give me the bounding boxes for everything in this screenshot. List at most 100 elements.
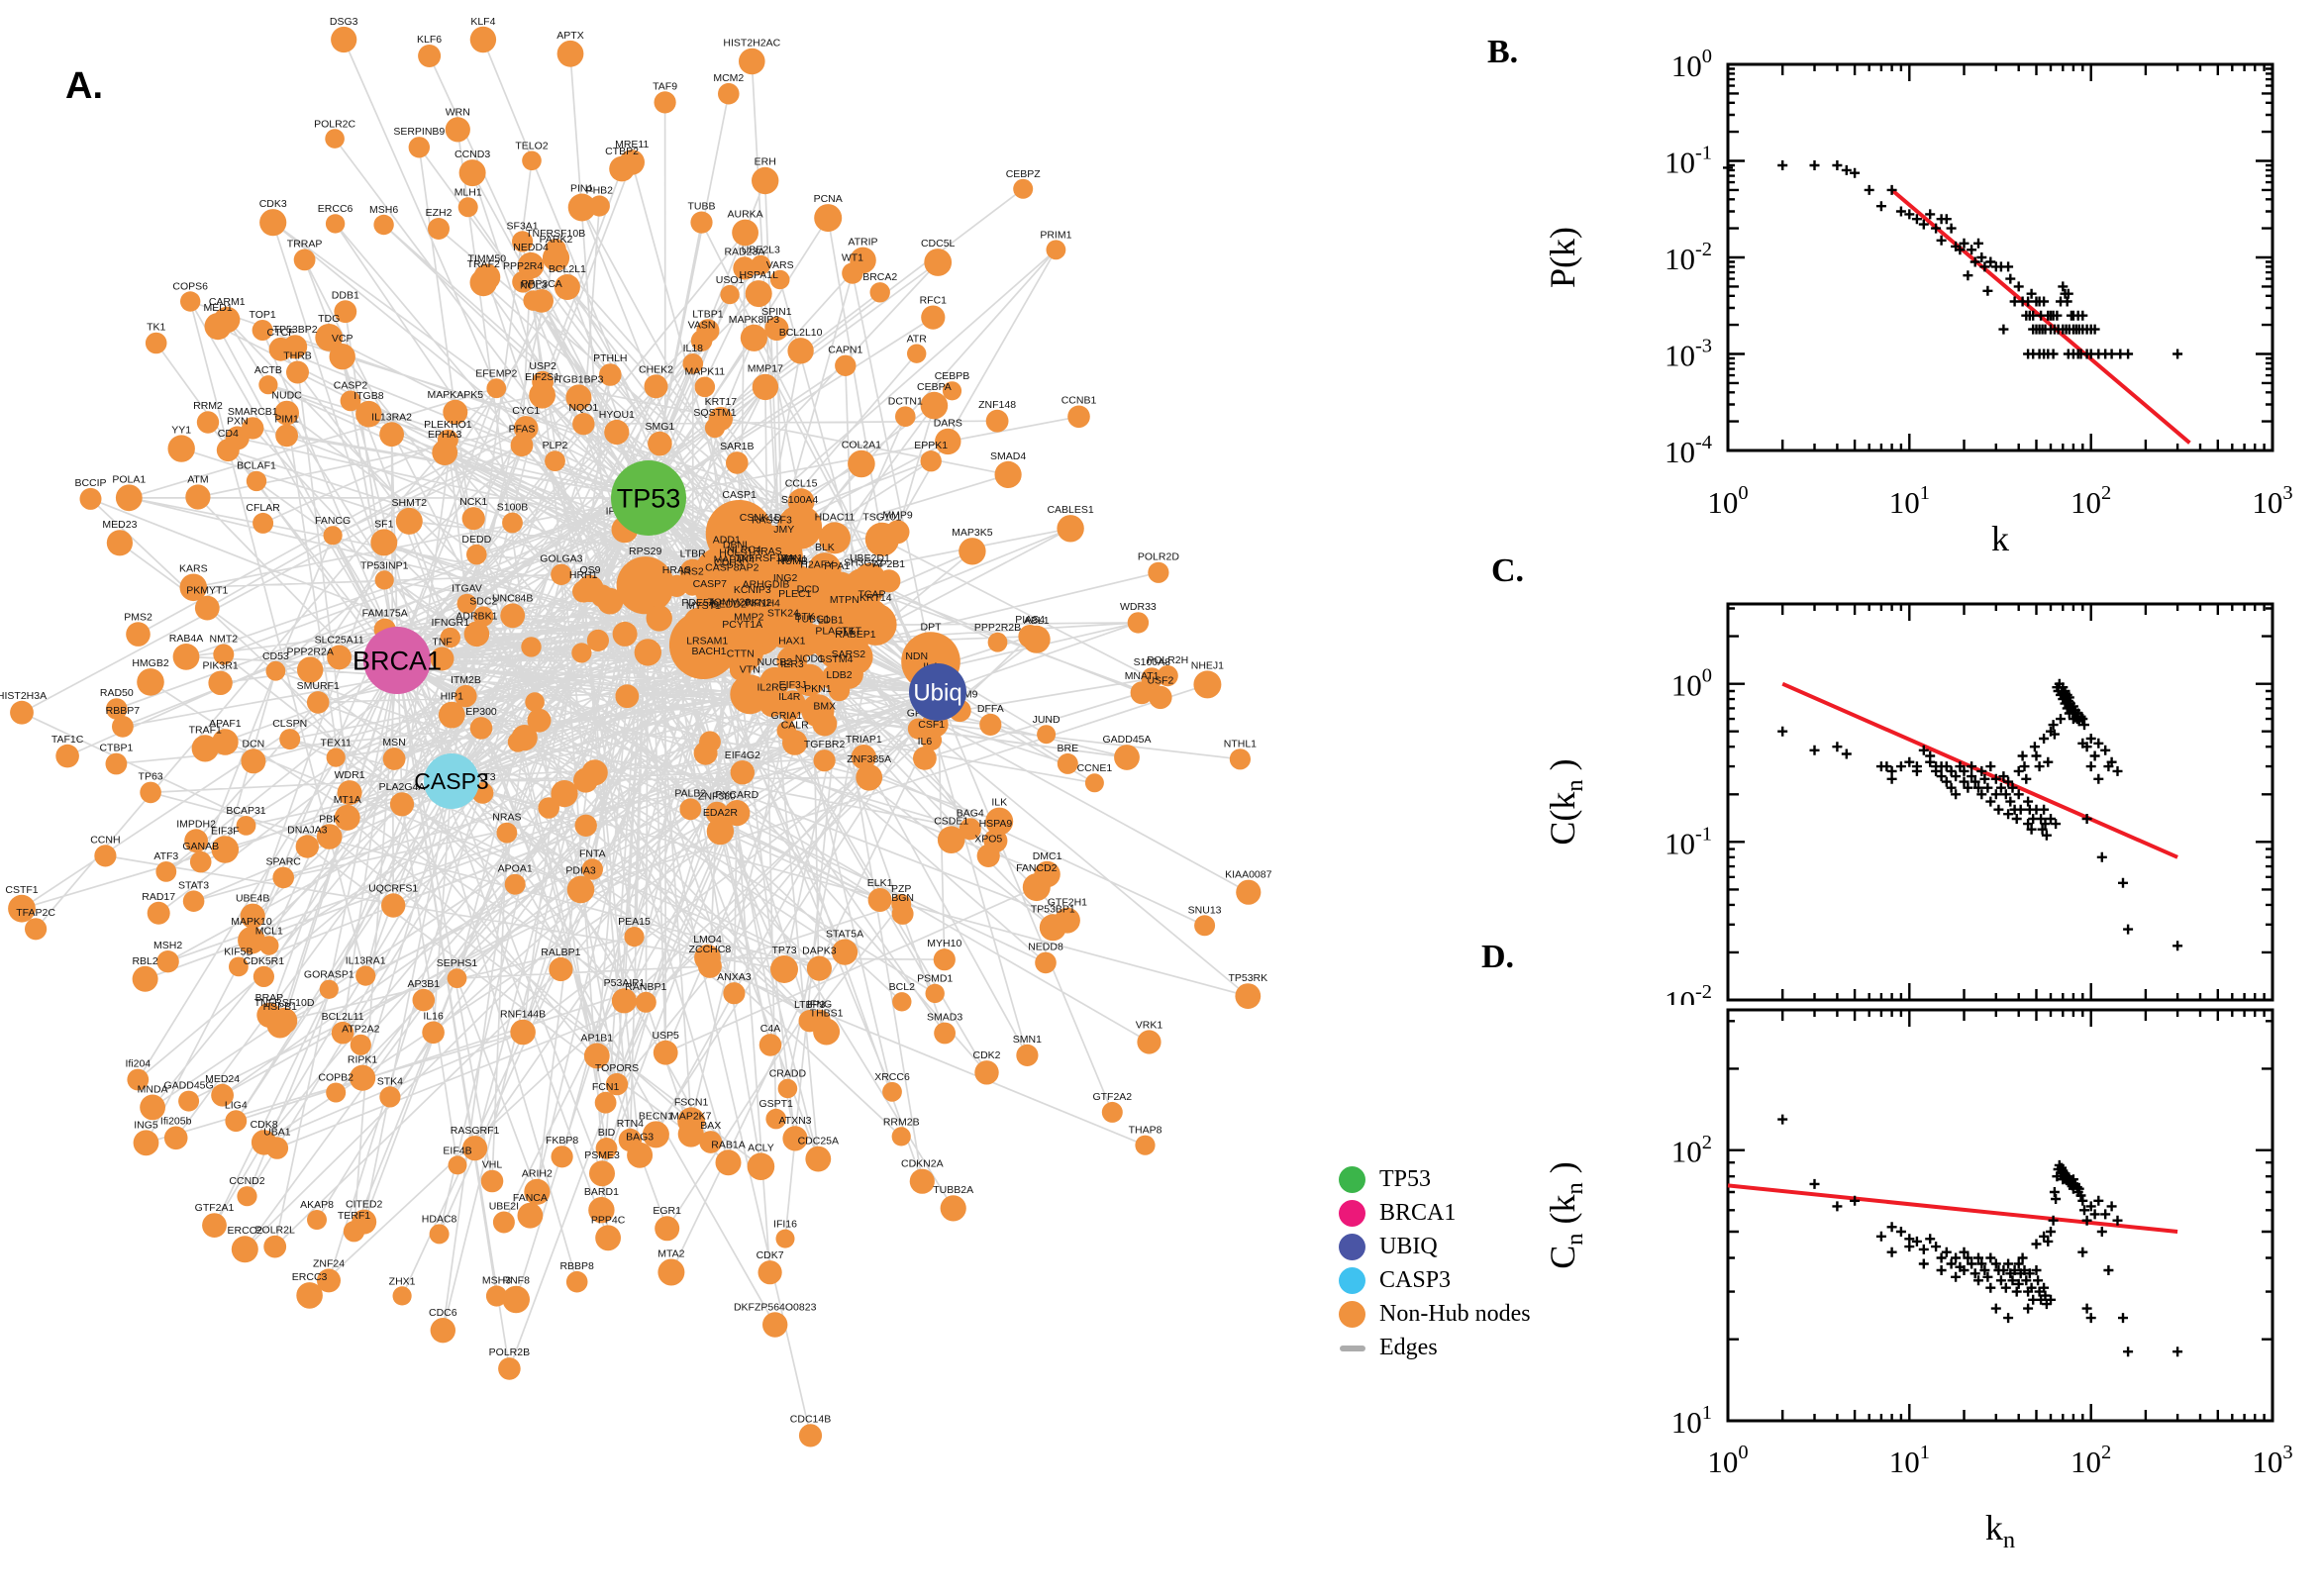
network-node	[127, 1068, 150, 1091]
network-node-label: BAG3	[626, 1132, 654, 1144]
network-node	[140, 781, 161, 804]
network-node-label: DCN	[243, 738, 265, 749]
network-node	[512, 231, 534, 252]
network-node	[512, 270, 534, 293]
network-node	[634, 639, 661, 666]
network-node-label: NDN	[905, 650, 928, 662]
network-node	[921, 730, 943, 750]
network-node-label: RBBP7	[106, 705, 141, 717]
tick-label: 10-4	[1665, 432, 1712, 469]
network-node	[682, 353, 704, 374]
network-node	[574, 814, 597, 837]
network-node-label: TNFRSF10B	[526, 228, 585, 240]
network-node-label: S100A8	[1134, 656, 1171, 668]
network-node	[765, 1108, 786, 1130]
network-node-label: CDK2	[972, 1049, 1000, 1061]
network-node-label: GRIA1	[771, 710, 803, 722]
network-node-label: ERH	[755, 156, 776, 168]
x-axis-title: k	[1991, 519, 2009, 558]
network-node-label: PHB2	[586, 184, 614, 196]
network-node-label: BCL2L1	[549, 263, 586, 275]
network-node	[572, 413, 595, 436]
network-node-label: PXN	[227, 415, 249, 427]
network-node-label: PIN1	[570, 183, 594, 195]
network-node	[286, 360, 309, 384]
network-node	[521, 637, 542, 657]
network-node-label: ITGB1BP3	[554, 374, 603, 386]
network-node-label: PIM1	[274, 414, 299, 426]
network-node-label: SAR1B	[720, 441, 754, 452]
network-node-label: UBE4B	[236, 893, 269, 905]
network-node-label: LDB2	[826, 669, 852, 681]
network-node	[809, 571, 864, 627]
network-node	[486, 378, 507, 399]
network-node	[764, 316, 789, 341]
network-node-label: TRIAP1	[846, 734, 882, 746]
panel-d-label: D.	[1481, 939, 1515, 975]
network-node-label: HIST2H3A	[0, 690, 47, 702]
network-node	[814, 204, 843, 233]
network-node-label: IL2RG	[758, 681, 787, 693]
network-node-label: SMURF1	[297, 680, 340, 692]
network-node-label: ACLY	[748, 1142, 774, 1153]
network-node	[522, 150, 542, 171]
network-node	[179, 573, 208, 602]
network-node	[551, 780, 578, 808]
network-node-label: NEDD4	[513, 242, 549, 253]
network-node	[994, 460, 1022, 488]
network-node-label: TP53BP2	[273, 324, 318, 336]
plot-frame	[1726, 62, 2274, 452]
network-node	[706, 817, 735, 846]
network-node	[759, 692, 785, 718]
network-node-label: PMS2	[124, 611, 152, 623]
network-node-label: TP53INP1	[360, 559, 409, 571]
network-node	[732, 219, 758, 247]
network-node	[185, 484, 211, 510]
network-node	[343, 1221, 365, 1243]
network-node-label: NLRC4	[727, 545, 761, 556]
network-node	[769, 269, 790, 290]
network-node	[241, 748, 266, 774]
network-node-label: Ifi204	[125, 1058, 151, 1070]
network-node	[730, 674, 770, 715]
network-node	[202, 1213, 227, 1238]
network-node-label: C4A	[760, 1023, 780, 1035]
network-node-label: CDK5R1	[244, 955, 285, 967]
network-node	[155, 861, 177, 882]
tick-label: 10-1	[1665, 823, 1712, 860]
network-node	[770, 562, 810, 602]
network-node-label: PDIA3	[565, 865, 596, 877]
network-node	[445, 117, 470, 143]
network-node	[283, 335, 308, 359]
network-node-label: NUDC	[271, 390, 302, 402]
network-node	[350, 1064, 376, 1091]
network-node-label: PPP3CA	[521, 278, 561, 290]
network-node	[615, 684, 640, 709]
network-node-label: ILK	[991, 797, 1007, 809]
network-node	[723, 982, 746, 1005]
network-node-label: SF3A1	[507, 220, 539, 232]
network-node	[379, 422, 404, 448]
network-node-label: ERCC3	[292, 1271, 328, 1283]
network-node-label: CSDE1	[934, 815, 968, 827]
network-node	[392, 1286, 412, 1306]
network-node-label: AP1B1	[580, 1033, 613, 1045]
network-node-label: WDR1	[335, 769, 365, 781]
legend-item-brca1: BRCA1	[1339, 1200, 1531, 1227]
network-node-label: MCL1	[255, 925, 283, 937]
network-node-label: MED23	[102, 519, 137, 531]
network-node	[934, 1022, 956, 1045]
network-node-label: POLR2H	[1147, 654, 1188, 666]
network-node-label: COL2A1	[842, 440, 881, 451]
network-node	[828, 679, 851, 702]
network-node-label: AP2B1	[872, 558, 905, 570]
network-node-label: IER3	[780, 658, 804, 670]
network-node	[627, 1142, 654, 1168]
network-node	[588, 1197, 615, 1224]
network-node	[693, 741, 718, 765]
network-node	[752, 166, 779, 195]
network-node-label: MED24	[205, 1073, 240, 1085]
hub-label-brca1: BRCA1	[353, 646, 442, 675]
network-node	[797, 624, 828, 654]
network-node-label: PPP2R2B	[974, 622, 1021, 634]
